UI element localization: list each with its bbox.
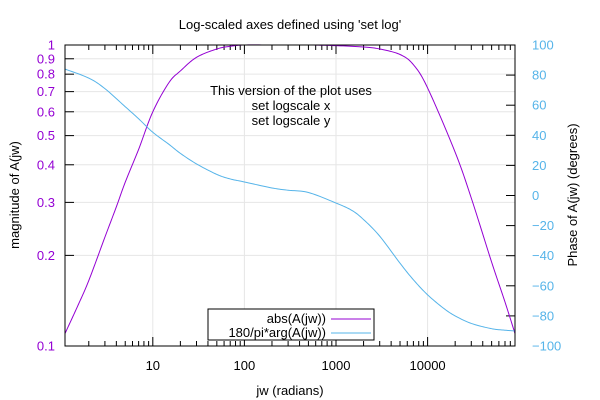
x-tick-label: 100 <box>234 358 256 373</box>
y2-tick-label: −80 <box>532 308 554 323</box>
y-tick-label: 1 <box>48 38 55 53</box>
y-tick-label: 0.4 <box>37 157 55 172</box>
x-tick-label: 10000 <box>410 358 446 373</box>
y-tick-label: 0.2 <box>37 248 55 263</box>
plot-frame <box>64 44 516 347</box>
annotation-line-3: set logscale y <box>252 113 331 128</box>
bottom-axis-tick-labels: 10 100 1000 10000 <box>146 358 446 373</box>
legend: abs(A(jw)) 180/pi*arg(A(jw)) <box>207 308 375 341</box>
y2-tick-label: 80 <box>532 68 546 83</box>
y2-tick-label: 40 <box>532 128 546 143</box>
y2-axis-label: Phase of A(jw) (degrees) <box>565 123 580 266</box>
y-tick-label: 0.6 <box>37 104 55 119</box>
axis-ticks <box>65 44 516 347</box>
chart-title: Log-scaled axes defined using 'set log' <box>179 17 402 32</box>
y2-tick-label: 20 <box>532 158 546 173</box>
y-axis-label: magnitude of A(jw) <box>7 141 22 249</box>
y-tick-label: 0.8 <box>37 67 55 82</box>
y2-tick-label: −60 <box>532 278 554 293</box>
y-tick-label: 0.7 <box>37 84 55 99</box>
phase-series-line <box>64 68 516 332</box>
annotation-line-1: This version of the plot uses <box>210 83 372 98</box>
x-axis-label: jw (radians) <box>255 383 323 398</box>
annotation-line-2: set logscale x <box>252 98 331 113</box>
x-tick-label: 1000 <box>322 358 351 373</box>
y2-tick-label: −40 <box>532 248 554 263</box>
y-tick-label: 0.3 <box>37 195 55 210</box>
legend-label-magnitude: abs(A(jw)) <box>267 311 326 326</box>
y-tick-label: 0.5 <box>37 128 55 143</box>
y2-tick-label: 0 <box>532 188 539 203</box>
x-tick-label: 10 <box>146 358 160 373</box>
legend-box <box>207 308 375 341</box>
y2-tick-label: −20 <box>532 218 554 233</box>
left-axis-tick-labels: 0.1 0.2 0.3 0.4 0.5 0.6 0.7 0.80.91 <box>37 38 55 354</box>
y2-tick-label: −100 <box>532 339 561 354</box>
y-tick-label: 0.1 <box>37 339 55 354</box>
y2-tick-label: 60 <box>532 98 546 113</box>
right-axis-tick-labels: −100 −80 −60 −40 −20 0 20 40 60 80 100 <box>532 38 561 354</box>
y2-tick-label: 100 <box>532 38 554 53</box>
legend-label-phase: 180/pi*arg(A(jw)) <box>228 325 326 340</box>
y-tick-label: 0.9 <box>37 51 55 66</box>
